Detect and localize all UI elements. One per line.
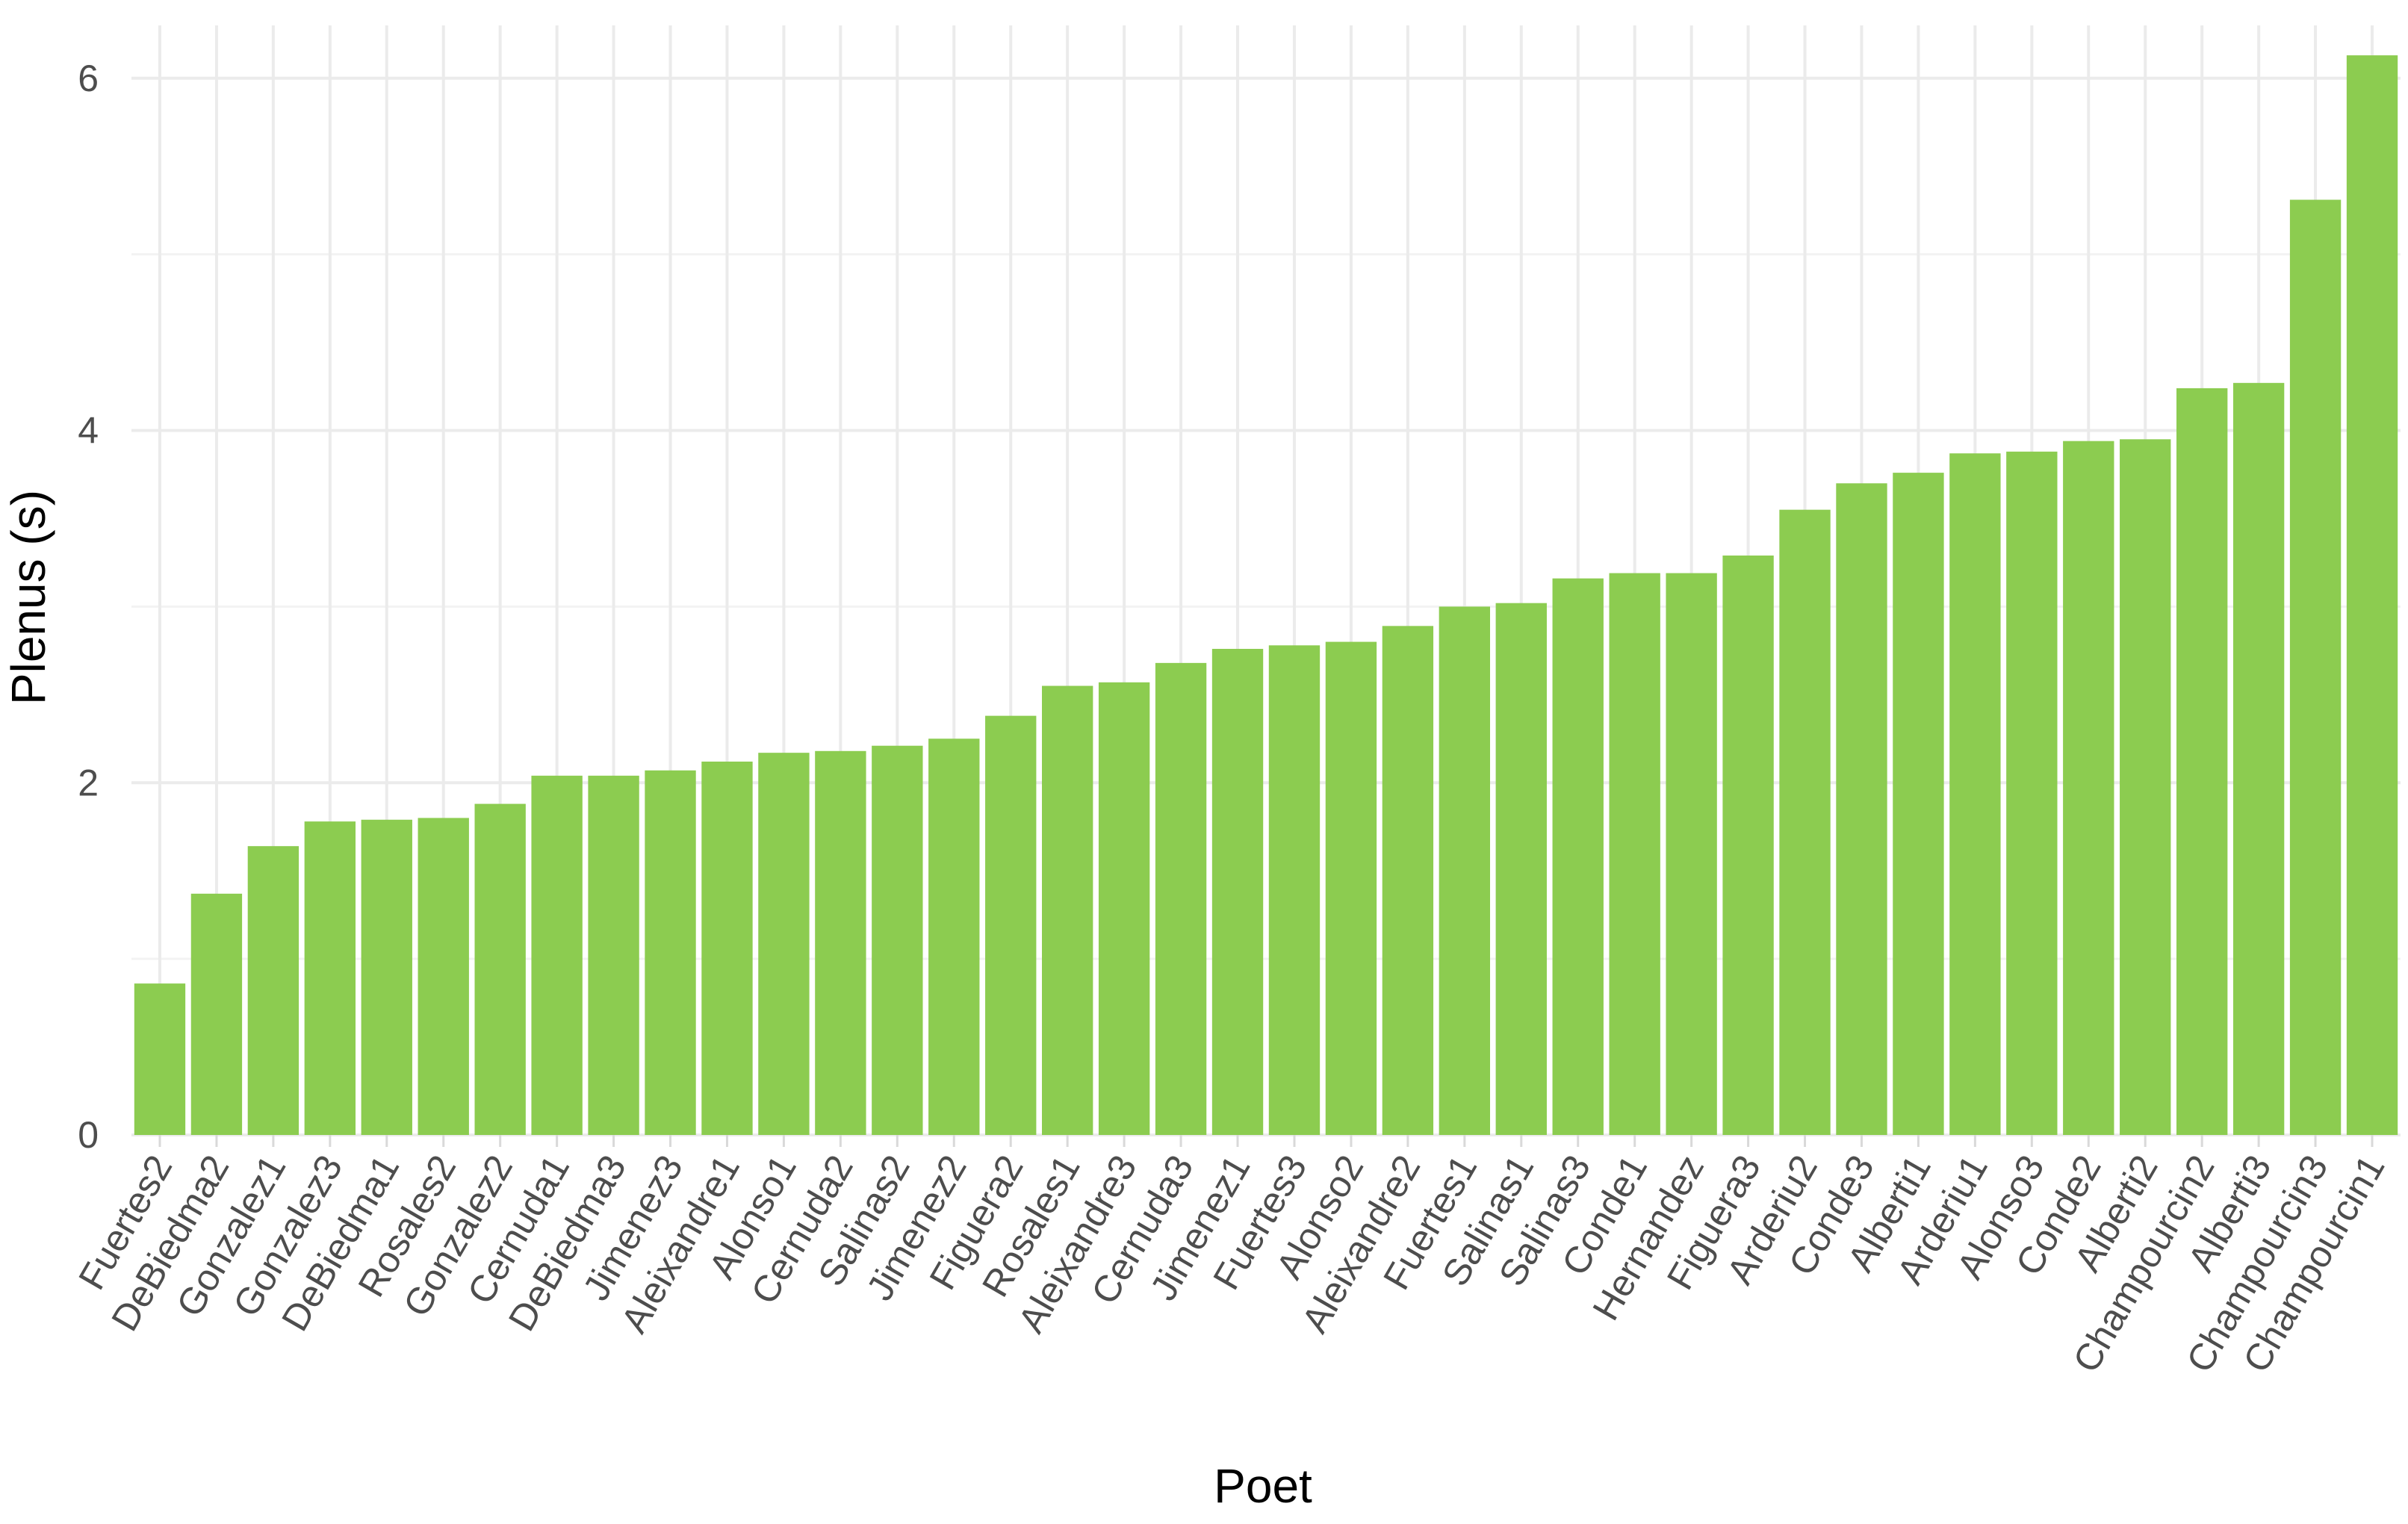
y-axis-title: Plenus (s) xyxy=(1,490,55,705)
bar-champourcin3 xyxy=(2289,199,2342,1135)
y-tick-label: 2 xyxy=(78,762,99,803)
bar-alonso3 xyxy=(2006,451,2058,1135)
bar-salinas1 xyxy=(1495,603,1547,1135)
bar-aleixandre3 xyxy=(1098,682,1150,1135)
bar-champourcin2 xyxy=(2176,388,2228,1135)
bar-debiedma3 xyxy=(588,775,639,1135)
grid xyxy=(131,25,2401,1136)
y-axis: 0 2 4 6 xyxy=(78,57,99,1156)
bar-champourcin1 xyxy=(2346,55,2398,1136)
bar-debiedma2 xyxy=(190,893,243,1135)
y-tick-label: 0 xyxy=(78,1114,99,1156)
bar-alberti1 xyxy=(1893,473,1944,1135)
bar-salinas2 xyxy=(872,745,923,1135)
bar-fuertes1 xyxy=(1439,606,1491,1135)
bar-hernandez xyxy=(1666,573,1717,1135)
bar-cernuda3 xyxy=(1155,662,1207,1135)
bar-debiedma1 xyxy=(361,819,412,1135)
bar-arderiu1 xyxy=(1949,453,2001,1135)
bar-jimenez1 xyxy=(1211,648,1264,1135)
bar-figuera2 xyxy=(985,715,1037,1135)
bar-aleixandre2 xyxy=(1382,626,1434,1135)
bar-conde1 xyxy=(1609,573,1660,1135)
bar-jimenez3 xyxy=(645,770,696,1135)
bar-salinas3 xyxy=(1552,578,1604,1135)
bar-jimenez2 xyxy=(928,738,980,1135)
bar-aleixandre1 xyxy=(701,761,753,1135)
bar-cernuda2 xyxy=(815,750,866,1135)
bar-conde2 xyxy=(2063,441,2114,1135)
bar-figuera3 xyxy=(1722,555,1774,1135)
bar-conde3 xyxy=(1836,483,1887,1135)
x-axis-title: Poet xyxy=(1214,1459,1312,1513)
y-tick-label: 6 xyxy=(78,57,99,99)
x-axis: Fuertes2DeBiedma2Gonzalez1Gonzalez3DeBie… xyxy=(70,1135,2393,1379)
bar-rosales1 xyxy=(1041,685,1093,1135)
y-tick-label: 4 xyxy=(78,410,99,452)
bar-alonso2 xyxy=(1325,641,1377,1135)
bar-gonzalez2 xyxy=(474,803,526,1135)
bar-alonso1 xyxy=(758,753,810,1135)
bar-alberti2 xyxy=(2120,439,2171,1135)
bar-cernuda1 xyxy=(531,775,583,1135)
bar-fuertes3 xyxy=(1268,645,1321,1135)
bars xyxy=(134,55,2398,1136)
bar-rosales2 xyxy=(418,818,469,1135)
bar-gonzalez1 xyxy=(247,846,300,1135)
bar-arderiu2 xyxy=(1779,509,1831,1135)
bar-fuertes2 xyxy=(134,983,186,1135)
bar-gonzalez3 xyxy=(304,821,356,1135)
bar-alberti3 xyxy=(2232,382,2285,1135)
